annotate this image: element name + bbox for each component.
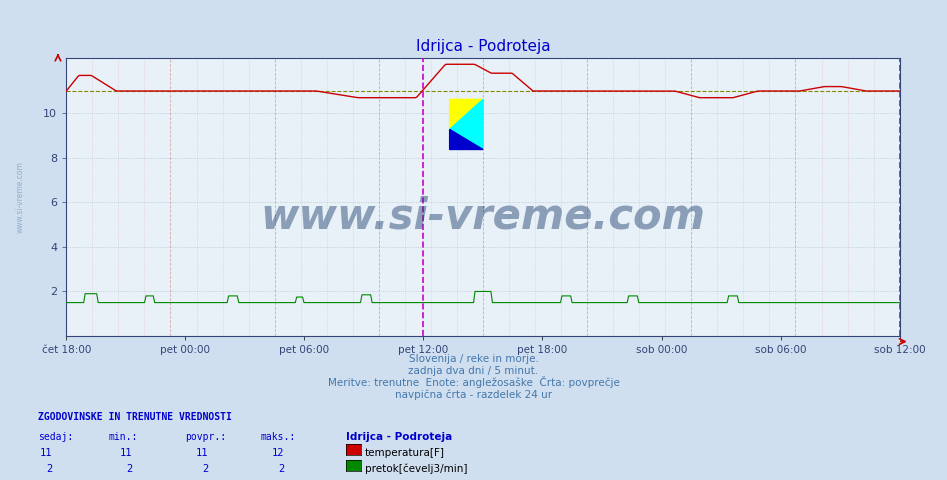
Text: Slovenija / reke in morje.: Slovenija / reke in morje.: [408, 354, 539, 364]
Text: pretok[čevelj3/min]: pretok[čevelj3/min]: [365, 463, 467, 474]
Text: zadnja dva dni / 5 minut.: zadnja dva dni / 5 minut.: [408, 366, 539, 376]
Text: 11: 11: [196, 448, 208, 458]
Text: www.si-vreme.com: www.si-vreme.com: [16, 161, 25, 233]
Text: 2: 2: [45, 464, 52, 474]
Text: navpična črta - razdelek 24 ur: navpična črta - razdelek 24 ur: [395, 390, 552, 400]
Text: 2: 2: [126, 464, 133, 474]
Text: 11: 11: [40, 448, 52, 458]
Polygon shape: [450, 99, 483, 149]
Text: sedaj:: sedaj:: [38, 432, 73, 442]
Text: www.si-vreme.com: www.si-vreme.com: [260, 195, 706, 237]
Text: 11: 11: [120, 448, 133, 458]
Text: Meritve: trenutne  Enote: angležosaške  Črta: povprečje: Meritve: trenutne Enote: angležosaške Čr…: [328, 376, 619, 388]
Text: povpr.:: povpr.:: [185, 432, 225, 442]
Text: 2: 2: [277, 464, 284, 474]
Text: ZGODOVINSKE IN TRENUTNE VREDNOSTI: ZGODOVINSKE IN TRENUTNE VREDNOSTI: [38, 412, 232, 422]
Text: 2: 2: [202, 464, 208, 474]
Text: 12: 12: [272, 448, 284, 458]
Text: min.:: min.:: [109, 432, 138, 442]
Text: temperatura[F]: temperatura[F]: [365, 448, 444, 458]
Text: maks.:: maks.:: [260, 432, 295, 442]
Title: Idrijca - Podroteja: Idrijca - Podroteja: [416, 39, 550, 54]
Polygon shape: [450, 99, 483, 130]
Polygon shape: [450, 130, 483, 149]
Text: Idrijca - Podroteja: Idrijca - Podroteja: [346, 432, 452, 442]
